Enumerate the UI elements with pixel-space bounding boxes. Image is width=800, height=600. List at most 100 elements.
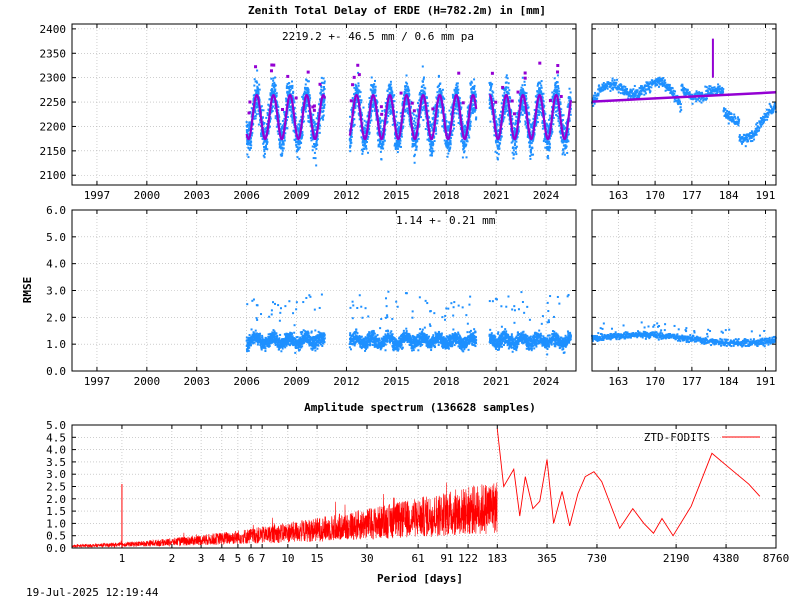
ztd-point bbox=[685, 93, 688, 96]
ztd-point bbox=[369, 121, 372, 124]
ztd-point bbox=[364, 146, 367, 149]
ztd-point bbox=[474, 90, 477, 93]
ztd-point bbox=[431, 117, 434, 120]
ztd-point bbox=[751, 139, 754, 142]
ztd-point bbox=[754, 131, 757, 134]
ztd-series bbox=[348, 65, 478, 164]
ztd-point bbox=[547, 132, 550, 135]
ztd-point bbox=[381, 127, 384, 130]
ztd-point bbox=[274, 88, 277, 91]
ztd-point bbox=[299, 136, 302, 139]
ztd-point bbox=[676, 94, 679, 97]
ztd-point bbox=[556, 81, 559, 84]
ztd-point bbox=[421, 85, 424, 88]
ztd-point bbox=[284, 111, 287, 114]
ztd-point bbox=[270, 77, 273, 80]
ztd-point bbox=[460, 140, 463, 143]
x-tick-label: 191 bbox=[756, 189, 776, 202]
ztd-point bbox=[724, 108, 727, 111]
ztd-point bbox=[272, 79, 275, 82]
ztd-point bbox=[563, 153, 566, 156]
ztd-point bbox=[382, 138, 385, 141]
ztd-point bbox=[255, 101, 258, 104]
ztd-point bbox=[405, 81, 408, 84]
ztd-point bbox=[271, 88, 274, 91]
ztd-point bbox=[503, 110, 506, 113]
ztd-point bbox=[443, 129, 446, 132]
ztd-point bbox=[250, 140, 253, 143]
ztd-point bbox=[515, 145, 518, 148]
ztd-point bbox=[457, 88, 460, 91]
ztd-point bbox=[273, 93, 276, 96]
ztd-point bbox=[515, 119, 518, 122]
ztd-point bbox=[245, 121, 248, 124]
ztd-point bbox=[391, 96, 394, 99]
ztd-point bbox=[272, 77, 275, 80]
ztd-point bbox=[388, 83, 391, 86]
ztd-point bbox=[266, 141, 269, 144]
ztd-point bbox=[441, 95, 444, 98]
ztd-point bbox=[260, 105, 263, 108]
ztd-point bbox=[364, 139, 367, 142]
ztd-point bbox=[276, 104, 279, 107]
ztd-point bbox=[499, 137, 502, 140]
ztd-point bbox=[681, 85, 684, 88]
ztd-point bbox=[401, 100, 404, 103]
ztd-point bbox=[288, 101, 291, 104]
ztd-point bbox=[270, 109, 273, 112]
ztd-point bbox=[465, 156, 468, 159]
ztd-point bbox=[503, 116, 506, 119]
y-tick-label: 2350 bbox=[40, 47, 67, 60]
ztd-point bbox=[671, 93, 674, 96]
ztd-point bbox=[363, 140, 366, 143]
ztd-outlier bbox=[352, 75, 356, 79]
ztd-point bbox=[535, 123, 538, 126]
ztd-point bbox=[456, 85, 459, 88]
ztd-point bbox=[629, 89, 632, 92]
ztd-point bbox=[383, 139, 386, 142]
ztd-point bbox=[386, 111, 389, 114]
ztd-point bbox=[448, 149, 451, 152]
ztd-point bbox=[263, 131, 266, 134]
y-tick-label: 2150 bbox=[40, 145, 67, 158]
ztd-point bbox=[503, 108, 506, 111]
ztd-point bbox=[314, 132, 317, 135]
ztd-point bbox=[546, 140, 549, 143]
ztd-point bbox=[250, 134, 253, 137]
ztd-point bbox=[285, 100, 288, 103]
ztd-point bbox=[262, 121, 265, 124]
ztd-point bbox=[306, 100, 309, 103]
ztd-point bbox=[556, 109, 559, 112]
ztd-point bbox=[252, 123, 255, 126]
ztd-point bbox=[431, 147, 434, 150]
ztd-point bbox=[386, 120, 389, 123]
ztd-point bbox=[745, 134, 748, 137]
ztd-point bbox=[613, 84, 616, 87]
ztd-point bbox=[311, 149, 314, 152]
ztd-point bbox=[547, 147, 550, 150]
ztd-point bbox=[255, 80, 258, 83]
ztd-point bbox=[315, 139, 318, 142]
ztd-point bbox=[530, 148, 533, 151]
ztd-point bbox=[559, 101, 562, 104]
ztd-point bbox=[293, 139, 296, 142]
ztd-point bbox=[310, 139, 313, 142]
ztd-point bbox=[516, 132, 519, 135]
ztd-point bbox=[612, 81, 615, 84]
ztd-point bbox=[731, 120, 734, 123]
ztd-point bbox=[353, 93, 356, 96]
ztd-point bbox=[405, 101, 408, 104]
ztd-point bbox=[356, 93, 359, 96]
ztd-point bbox=[717, 83, 720, 86]
ztd-point bbox=[264, 147, 267, 150]
ztd-point bbox=[354, 89, 357, 92]
ztd-point bbox=[297, 141, 300, 144]
ztd-point bbox=[567, 128, 570, 131]
ztd-point bbox=[390, 111, 393, 114]
ztd-point bbox=[461, 138, 464, 141]
ztd-point bbox=[381, 142, 384, 145]
ztd-point bbox=[537, 111, 540, 114]
ztd-point bbox=[471, 110, 474, 113]
ztd-point bbox=[458, 116, 461, 119]
ztd-point bbox=[755, 123, 758, 126]
